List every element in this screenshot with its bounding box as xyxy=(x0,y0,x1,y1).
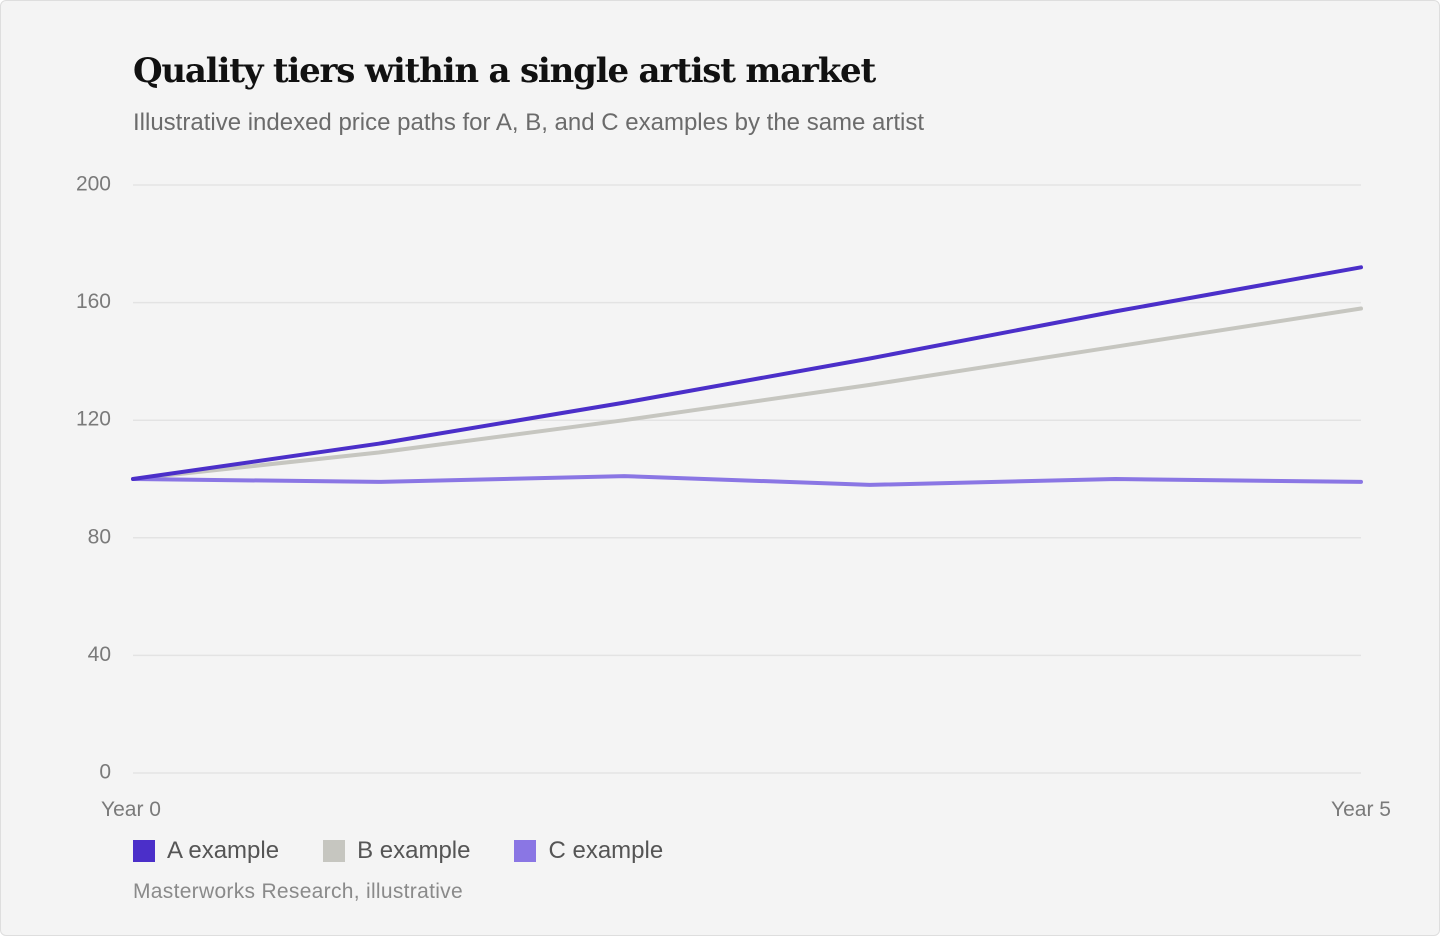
series-lines xyxy=(131,265,1363,487)
legend-label-b: B example xyxy=(357,837,471,864)
y-tick-label: 80 xyxy=(88,525,111,548)
chart-title: Quality tiers within a single artist mar… xyxy=(133,51,876,91)
legend-label-c: C example xyxy=(548,837,664,864)
y-tick-label: 40 xyxy=(88,643,111,666)
y-tick-label: 160 xyxy=(76,290,111,313)
legend-item-a: A example xyxy=(133,837,279,865)
legend: A example B example C example xyxy=(133,837,707,865)
series-line-c xyxy=(131,474,1363,487)
legend-swatch-b xyxy=(323,840,346,862)
y-axis-ticks: 0 40 80 120 160 200 xyxy=(76,173,111,784)
legend-item-b: B example xyxy=(323,837,470,865)
series-line-b xyxy=(131,306,1363,481)
grid-lines xyxy=(133,184,1361,774)
y-tick-label: 200 xyxy=(76,173,111,196)
series-line-a xyxy=(131,265,1363,481)
y-tick-label: 0 xyxy=(99,761,111,784)
x-tick-label: Year 5 xyxy=(1331,798,1391,821)
legend-swatch-a xyxy=(133,840,155,862)
x-tick-label: Year 0 xyxy=(101,798,161,821)
legend-item-c: C example xyxy=(514,837,663,865)
chart-subtitle: Illustrative indexed price paths for A, … xyxy=(133,109,925,136)
legend-label-a: A example xyxy=(167,837,280,864)
source-note: Masterworks Research, illustrative xyxy=(133,880,463,903)
legend-swatch-c xyxy=(514,840,537,862)
x-axis-ticks: Year 0 Year 5 xyxy=(101,798,1391,821)
y-tick-label: 120 xyxy=(76,408,111,431)
